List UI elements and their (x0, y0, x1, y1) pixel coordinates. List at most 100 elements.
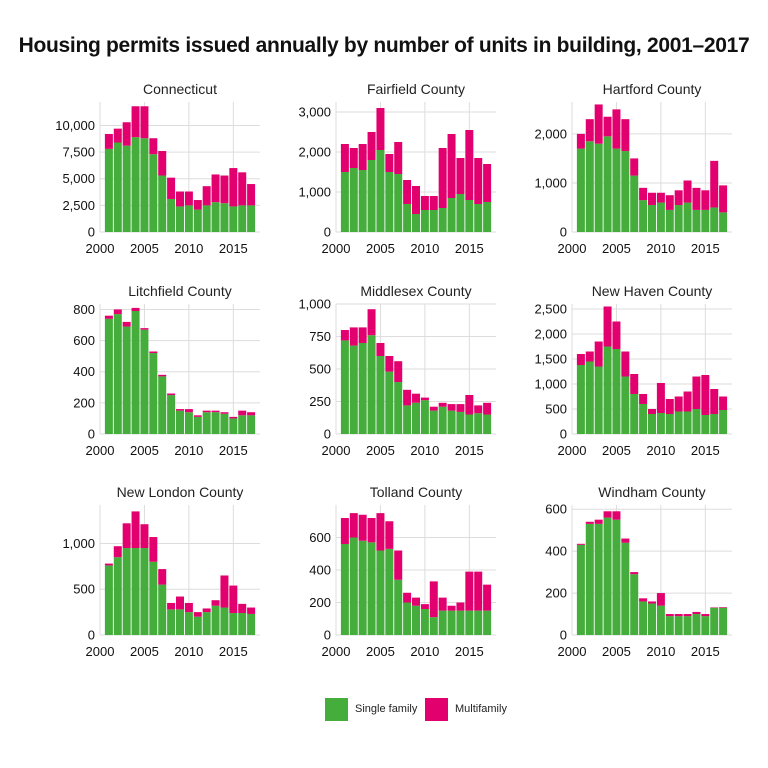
bar-multifamily-2002 (349, 148, 358, 168)
bar-multifamily-2006 (149, 351, 158, 354)
x-tick-label: 2000 (86, 644, 115, 659)
bar-single-family-2003 (594, 366, 603, 434)
bar-multifamily-2001 (104, 133, 113, 149)
bar-multifamily-2003 (122, 321, 131, 327)
bar-multifamily-2017 (719, 396, 728, 410)
bar-single-family-2011 (193, 416, 202, 434)
bar-single-family-2001 (104, 318, 113, 434)
bar-multifamily-2001 (576, 133, 585, 149)
bar-multifamily-2001 (340, 330, 349, 341)
y-tick-label: 400 (309, 563, 331, 578)
legend: Single family Multifamily (0, 697, 768, 723)
bar-single-family-2004 (367, 542, 376, 635)
bar-single-family-2009 (648, 603, 656, 635)
bar-multifamily-2006 (621, 351, 630, 377)
bar-single-family-2016 (238, 205, 247, 232)
bar-single-family-2007 (158, 175, 167, 232)
bar-multifamily-2014 (220, 412, 229, 414)
bar-multifamily-2017 (247, 412, 256, 416)
bar-multifamily-2014 (220, 175, 229, 204)
bar-single-family-2010 (656, 413, 665, 434)
y-tick-label: 0 (88, 225, 95, 240)
x-tick-label: 2000 (558, 443, 587, 458)
bar-single-family-2013 (447, 198, 456, 232)
bar-multifamily-2017 (719, 607, 728, 608)
bar-single-family-2012 (674, 616, 683, 635)
bar-multifamily-2006 (621, 538, 630, 543)
bar-single-family-2011 (665, 414, 674, 434)
bar-single-family-2013 (211, 412, 220, 434)
bar-single-family-2002 (113, 142, 122, 232)
bar-multifamily-2004 (131, 307, 140, 312)
bar-multifamily-2008 (639, 598, 648, 602)
x-tick-label: 2000 (322, 241, 351, 256)
bar-single-family-2005 (612, 519, 621, 635)
bar-single-family-2014 (220, 203, 229, 232)
bar-single-family-2013 (447, 410, 456, 434)
bar-multifamily-2008 (403, 592, 412, 603)
bar-single-family-2008 (403, 204, 412, 232)
bar-multifamily-2014 (456, 602, 465, 611)
bar-single-family-2012 (674, 411, 683, 434)
bar-multifamily-2016 (710, 389, 719, 414)
y-tick-label: 1,000 (298, 297, 331, 312)
bar-single-family-2017 (719, 410, 728, 434)
bar-single-family-2007 (630, 394, 639, 434)
bar-single-family-2002 (585, 523, 594, 635)
bar-multifamily-2007 (394, 361, 403, 382)
bar-multifamily-2017 (247, 607, 256, 614)
y-tick-label: 400 (545, 544, 567, 559)
bar-multifamily-2008 (167, 393, 176, 396)
bar-single-family-2003 (358, 343, 367, 434)
y-tick-label: 1,000 (298, 185, 331, 200)
x-tick-label: 2005 (366, 443, 395, 458)
bar-single-family-2015 (465, 200, 474, 232)
bar-single-family-2013 (683, 411, 692, 434)
bar-multifamily-2012 (202, 608, 211, 613)
y-tick-label: 2,000 (534, 327, 567, 342)
bar-multifamily-2009 (412, 393, 420, 403)
y-tick-label: 1,000 (62, 536, 95, 551)
legend-label-single-family: Single family (355, 703, 418, 715)
bar-single-family-2015 (229, 613, 238, 635)
bar-multifamily-2003 (594, 341, 603, 367)
x-tick-label: 2010 (174, 644, 203, 659)
bar-single-family-2013 (447, 610, 456, 635)
bar-multifamily-2007 (158, 151, 167, 176)
bar-multifamily-2004 (367, 132, 376, 160)
bar-single-family-2007 (630, 574, 639, 635)
x-tick-label: 2015 (691, 644, 720, 659)
bar-single-family-2006 (385, 172, 394, 232)
bar-single-family-2013 (211, 605, 220, 635)
bar-multifamily-2004 (131, 106, 140, 138)
bar-multifamily-2010 (656, 593, 665, 606)
bar-multifamily-2010 (420, 397, 429, 401)
panel-title: New London County (117, 484, 244, 500)
bar-single-family-2011 (193, 616, 202, 635)
bar-single-family-2005 (612, 148, 621, 232)
panel-connecticut: Connecticut 0 2,500 5,000 7,500 10,000 2000 200… (55, 81, 260, 256)
y-tick-label: 3,000 (298, 105, 331, 120)
bar-single-family-2017 (719, 607, 728, 635)
x-tick-label: 2005 (130, 241, 159, 256)
x-tick-label: 2010 (174, 443, 203, 458)
bar-single-family-2005 (612, 349, 621, 434)
bar-single-family-2003 (122, 548, 131, 635)
bar-multifamily-2003 (594, 519, 603, 524)
bar-multifamily-2011 (665, 399, 674, 414)
bar-single-family-2006 (149, 353, 158, 434)
y-tick-label: 600 (73, 333, 95, 348)
bar-multifamily-2012 (674, 614, 683, 617)
bar-multifamily-2013 (211, 174, 220, 203)
bar-multifamily-2009 (648, 601, 656, 604)
bar-single-family-2017 (483, 414, 492, 434)
bar-multifamily-2006 (149, 138, 158, 155)
bar-single-family-2005 (140, 329, 149, 434)
bar-multifamily-2002 (585, 351, 594, 362)
bar-multifamily-2001 (104, 563, 113, 566)
bar-single-family-2016 (238, 613, 247, 635)
bar-multifamily-2011 (429, 196, 438, 210)
bar-single-family-2015 (701, 415, 710, 434)
bar-single-family-2001 (576, 148, 585, 232)
bar-multifamily-2005 (612, 321, 621, 349)
